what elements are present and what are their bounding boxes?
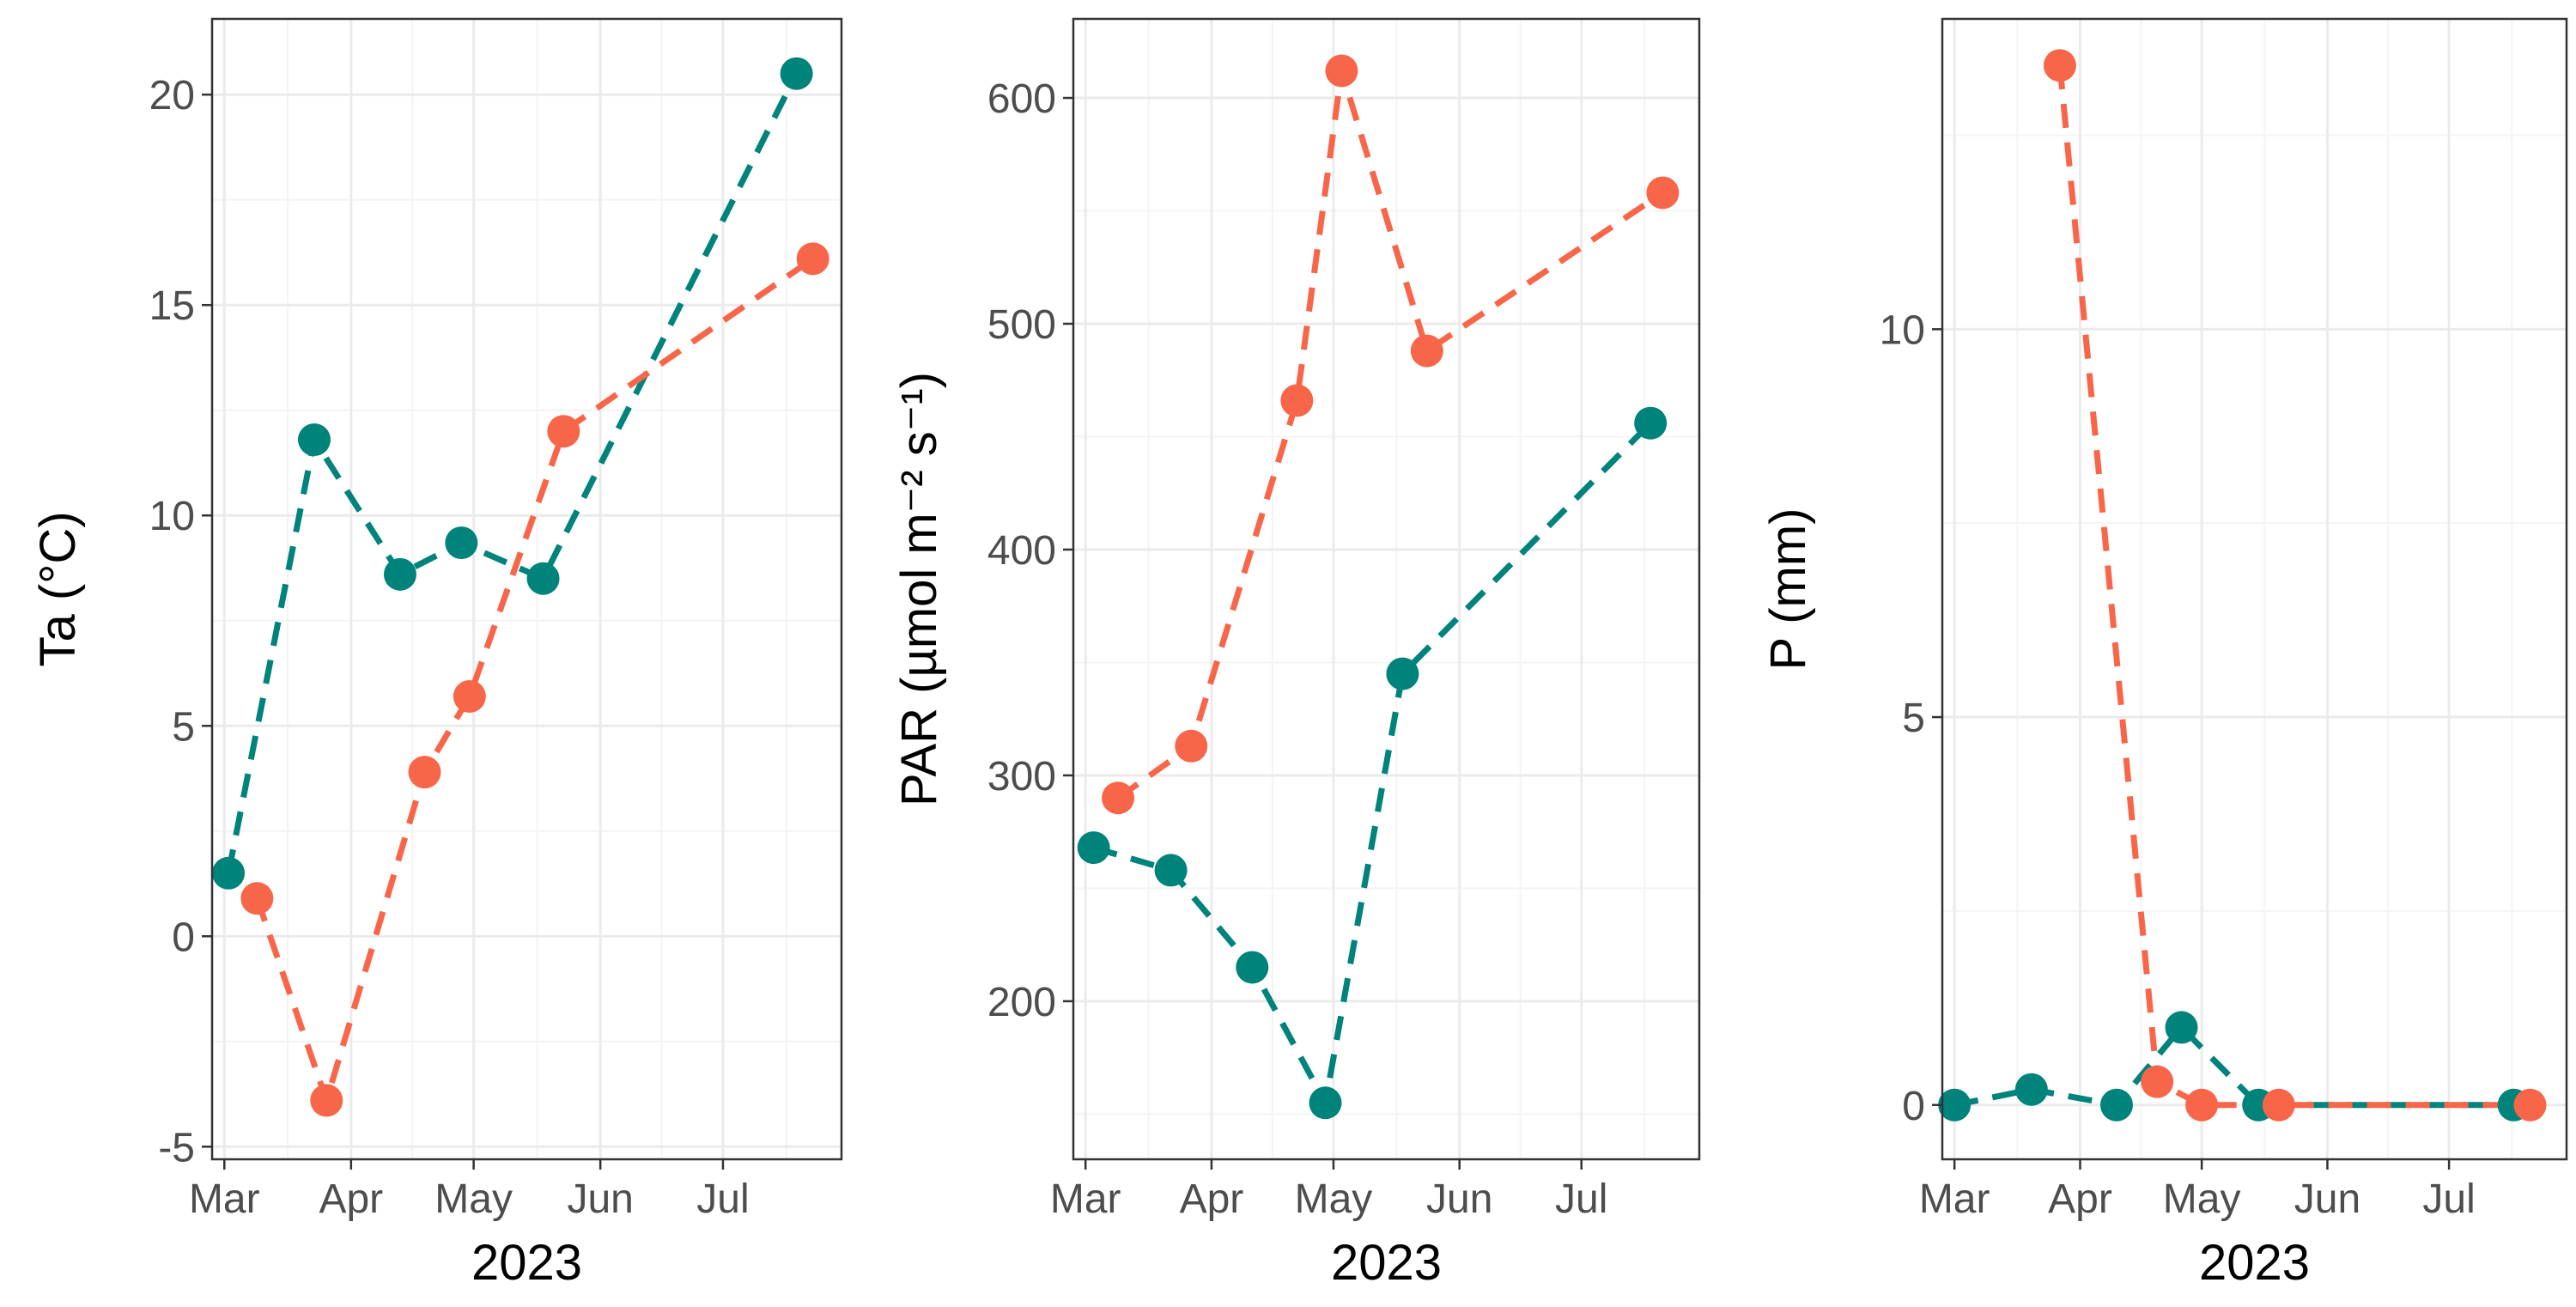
- data-point: [1236, 951, 1269, 984]
- y-tick-label: 0: [172, 915, 195, 960]
- data-point: [1154, 854, 1188, 887]
- y-tick-label: 200: [987, 980, 1056, 1025]
- x-tick-label: Apr: [1180, 1176, 1244, 1222]
- chart-panel-2: 200 300 400 500 600 Mar Apr May Jun Jul 2023 PAR (µ…: [891, 17, 1701, 1291]
- y-tick-label: 15: [149, 283, 195, 329]
- data-point: [297, 423, 331, 457]
- data-point: [780, 57, 813, 90]
- x-tick-label: Jul: [696, 1176, 749, 1222]
- data-point: [1386, 657, 1419, 690]
- data-point: [240, 882, 274, 915]
- data-point: [1938, 1088, 1971, 1122]
- series-line-2: [2057, 64, 2530, 1109]
- y-tick-label: 5: [1902, 696, 1925, 741]
- x-axis-title: 2023: [1331, 1235, 1442, 1291]
- data-point: [408, 756, 441, 789]
- series-line-2: [1116, 68, 1665, 801]
- panel-border: [1072, 17, 1701, 1161]
- x-tick-label: Jul: [1555, 1176, 1607, 1222]
- data-point: [1175, 729, 1208, 763]
- y-tick-label: 500: [987, 302, 1056, 348]
- series-line-2: [254, 256, 815, 1103]
- data-point: [2165, 1011, 2198, 1044]
- data-point: [796, 242, 829, 276]
- x-tick-label: May: [2163, 1176, 2241, 1222]
- panels: -5 0 5 10 15 20 Mar Apr May Jun Jul 2023 Ta (°C) 200 3…: [30, 17, 2568, 1291]
- data-point: [1077, 831, 1110, 865]
- data-point: [1410, 334, 1443, 368]
- series-line-1: [1092, 421, 1653, 1106]
- x-tick-label: Mar: [189, 1176, 260, 1222]
- y-tick-label: -5: [158, 1125, 195, 1170]
- data-point: [2099, 1088, 2133, 1122]
- data-point: [526, 562, 560, 595]
- data-point: [2141, 1065, 2174, 1098]
- x-tick-label: Jun: [1426, 1176, 1492, 1222]
- y-tick-label: 5: [172, 704, 195, 750]
- y-axis-title: PAR (µmol m⁻² s⁻¹): [891, 372, 947, 806]
- x-axis-title: 2023: [471, 1235, 582, 1291]
- x-tick-label: Jul: [2422, 1176, 2475, 1222]
- y-tick-label: 10: [1880, 307, 1925, 353]
- data-point: [1646, 176, 1680, 210]
- plot-background: [1073, 19, 1699, 1159]
- data-point: [2014, 1073, 2048, 1106]
- data-point: [1102, 781, 1135, 815]
- y-tick-label: 600: [987, 76, 1056, 122]
- y-tick-label: 0: [1902, 1084, 1925, 1129]
- data-point: [310, 1084, 343, 1117]
- panel-border: [1941, 17, 2568, 1161]
- data-point: [2513, 1088, 2547, 1122]
- chart-panel-1: -5 0 5 10 15 20 Mar Apr May Jun Jul 2023 Ta (°C): [30, 17, 843, 1291]
- data-point: [212, 856, 246, 890]
- data-point: [1280, 384, 1314, 417]
- x-tick-label: Jun: [567, 1176, 633, 1222]
- x-tick-label: Mar: [1919, 1176, 1990, 1222]
- data-point: [1325, 54, 1358, 88]
- panel-border: [210, 17, 843, 1161]
- data-point: [547, 415, 580, 448]
- data-point: [383, 557, 416, 591]
- x-tick-label: May: [1295, 1176, 1373, 1222]
- series-line-1: [1953, 1024, 2514, 1109]
- data-point: [1309, 1086, 1342, 1120]
- x-tick-label: Jun: [2294, 1176, 2360, 1222]
- y-tick-label: 300: [987, 754, 1056, 799]
- plot-background: [1942, 19, 2567, 1159]
- y-axis-title: P (mm): [1760, 508, 1816, 670]
- series-line-1: [225, 72, 799, 874]
- data-point: [2185, 1088, 2219, 1122]
- x-tick-label: May: [434, 1176, 513, 1222]
- x-tick-label: Mar: [1050, 1176, 1121, 1222]
- x-axis-title: 2023: [2199, 1235, 2310, 1291]
- y-tick-label: 400: [987, 528, 1056, 574]
- y-tick-label: 10: [149, 494, 195, 539]
- data-point: [2262, 1088, 2295, 1122]
- data-point: [2043, 49, 2076, 82]
- chart-panel-3: 0 5 10 Mar Apr May Jun Jul 2023 P (mm): [1760, 17, 2568, 1291]
- data-point: [1634, 406, 1668, 440]
- plot-background: [212, 19, 841, 1159]
- y-tick-label: 20: [149, 73, 195, 119]
- y-axis-title: Ta (°C): [30, 511, 86, 666]
- x-tick-label: Apr: [319, 1176, 383, 1222]
- x-tick-label: Apr: [2048, 1176, 2112, 1222]
- data-point: [453, 679, 486, 713]
- data-point: [445, 526, 478, 560]
